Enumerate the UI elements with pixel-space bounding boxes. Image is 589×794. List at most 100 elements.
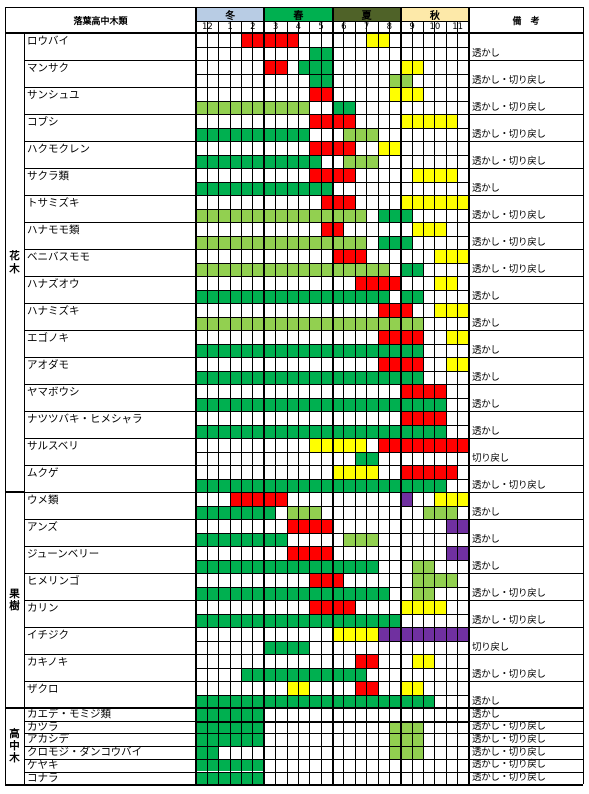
mark	[434, 168, 447, 182]
tree-name: ウメ類	[27, 493, 59, 506]
mark	[446, 114, 458, 128]
half-line	[196, 235, 469, 236]
row-line	[24, 411, 583, 412]
mark	[230, 492, 242, 506]
mark	[389, 746, 401, 759]
mark	[446, 249, 458, 263]
grid-col	[263, 7, 266, 21]
mark	[309, 505, 322, 519]
mark	[332, 195, 344, 209]
mark	[366, 289, 378, 303]
mark	[230, 262, 242, 276]
mark	[196, 720, 208, 734]
mark	[355, 289, 367, 303]
grid-col	[468, 7, 470, 785]
mark	[230, 694, 242, 708]
row-line	[24, 141, 583, 142]
mark	[378, 627, 390, 641]
mark	[196, 559, 208, 573]
mark	[389, 276, 401, 290]
mark	[287, 100, 299, 114]
mark	[366, 33, 378, 47]
mark	[400, 235, 413, 249]
mark	[241, 720, 253, 734]
grid-col	[331, 21, 334, 785]
grid-col	[218, 21, 220, 785]
tree-note: 透かし・切り戻し	[472, 236, 546, 248]
tree-name: ハクモクレン	[27, 142, 90, 155]
small-tree-name: コナラ	[27, 771, 59, 784]
mark	[446, 505, 458, 519]
mark	[275, 208, 287, 222]
mark	[264, 262, 276, 276]
mark	[275, 586, 287, 600]
mark	[321, 438, 333, 452]
mark	[434, 114, 447, 128]
mark	[332, 573, 344, 587]
row-line	[24, 249, 583, 250]
mark	[252, 235, 265, 249]
grid-col	[423, 21, 424, 785]
mark	[423, 397, 435, 411]
mark	[355, 559, 367, 573]
tree-name: ハナミズキ	[27, 304, 80, 317]
mark	[355, 694, 367, 708]
mark	[252, 33, 265, 47]
mark	[412, 559, 424, 573]
mark	[207, 720, 219, 734]
mark	[400, 195, 413, 209]
mark	[218, 397, 231, 411]
mark	[389, 316, 401, 330]
mark	[230, 758, 242, 772]
grid-col	[399, 21, 402, 785]
mark	[434, 573, 447, 587]
mark	[241, 758, 253, 772]
half-line	[196, 586, 469, 587]
mark	[400, 357, 413, 371]
mark	[252, 424, 265, 438]
mark	[241, 478, 253, 492]
mark	[423, 586, 435, 600]
tree-name: サルスベリ	[27, 439, 79, 452]
mark	[241, 613, 253, 627]
mark	[309, 46, 322, 60]
mark	[207, 100, 219, 114]
mark	[446, 546, 458, 560]
mark	[423, 694, 435, 708]
mark	[355, 235, 367, 249]
mark	[241, 262, 253, 276]
mark	[207, 532, 219, 546]
mark	[321, 87, 333, 101]
mark	[332, 667, 344, 681]
mark	[218, 370, 231, 384]
mark	[434, 303, 447, 317]
mark	[366, 276, 378, 290]
mark	[252, 720, 265, 734]
small-tree-note: 透かし・切り戻し	[472, 772, 546, 784]
mark	[230, 397, 242, 411]
mark	[366, 154, 378, 168]
mark	[457, 357, 469, 371]
mark	[298, 640, 310, 654]
mark	[332, 235, 344, 249]
mark	[207, 370, 219, 384]
mark	[230, 505, 242, 519]
tree-note: 透かし	[472, 560, 500, 572]
mark	[252, 181, 265, 195]
row-line	[24, 746, 583, 748]
mark	[332, 613, 344, 627]
mark	[366, 316, 378, 330]
mark	[457, 627, 469, 641]
mark	[241, 667, 253, 681]
mark	[389, 478, 401, 492]
mark	[241, 505, 253, 519]
mark	[287, 343, 299, 357]
mark	[230, 720, 242, 734]
mark	[196, 154, 208, 168]
mark	[252, 100, 265, 114]
mark	[241, 100, 253, 114]
mark	[389, 343, 401, 357]
border	[5, 707, 583, 709]
mark	[343, 168, 356, 182]
small-tree-note: 透かし・切り戻し	[472, 733, 546, 745]
